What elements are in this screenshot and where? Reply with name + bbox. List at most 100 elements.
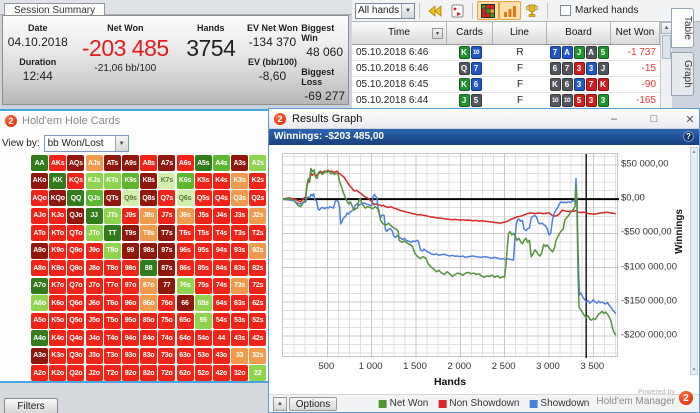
hole-card-64s[interactable]: 64s <box>212 295 230 311</box>
hole-card-74o[interactable]: 74o <box>158 330 176 346</box>
legend-item-showdown[interactable]: Showdown <box>529 398 589 409</box>
hole-card-62o[interactable]: 62o <box>176 365 194 381</box>
minimize-button[interactable]: – <box>610 113 618 125</box>
hole-card-86s[interactable]: 86s <box>176 260 194 276</box>
hole-card-A3o[interactable]: A3o <box>31 347 48 364</box>
hole-card-65o[interactable]: 65o <box>176 312 194 329</box>
hole-card-Q3o[interactable]: Q3o <box>67 347 85 364</box>
hole-card-98s[interactable]: 98s <box>140 242 158 259</box>
hole-card-J4s[interactable]: J4s <box>212 207 230 224</box>
hole-card-T5o[interactable]: T5o <box>103 312 121 329</box>
hole-card-72o[interactable]: 72o <box>158 365 176 381</box>
hole-card-63o[interactable]: 63o <box>176 347 194 364</box>
hole-card-AJo[interactable]: AJo <box>31 207 48 224</box>
hole-card-Q2o[interactable]: Q2o <box>67 365 85 381</box>
hole-card-KJs[interactable]: KJs <box>85 172 103 189</box>
hole-card-AQo[interactable]: AQo <box>31 190 48 206</box>
hole-card-KTo[interactable]: KTo <box>49 225 67 241</box>
hole-card-97s[interactable]: 97s <box>158 242 176 259</box>
hole-card-TT[interactable]: TT <box>103 225 121 241</box>
hole-card-Q5s[interactable]: Q5s <box>194 190 212 206</box>
hole-card-A5o[interactable]: A5o <box>31 312 48 329</box>
hand-filter-select[interactable]: All hands ▼ <box>355 2 415 19</box>
hole-card-J9o[interactable]: J9o <box>85 242 103 259</box>
hole-card-A9o[interactable]: A9o <box>31 242 48 259</box>
hole-card-K7s[interactable]: K7s <box>158 172 176 189</box>
hole-card-85s[interactable]: 85s <box>194 260 212 276</box>
hole-card-QJo[interactable]: QJo <box>67 207 85 224</box>
hole-card-K4s[interactable]: K4s <box>212 172 230 189</box>
hole-card-ATo[interactable]: ATo <box>31 225 48 241</box>
hole-card-J7s[interactable]: J7s <box>158 207 176 224</box>
hole-card-QTo[interactable]: QTo <box>67 225 85 241</box>
hole-card-J5o[interactable]: J5o <box>85 312 103 329</box>
hole-card-T4o[interactable]: T4o <box>103 330 121 346</box>
hole-card-AA[interactable]: AA <box>31 155 48 171</box>
hole-card-Q9s[interactable]: Q9s <box>121 190 139 206</box>
hole-card-A7o[interactable]: A7o <box>31 277 48 294</box>
hole-card-92o[interactable]: 92o <box>121 365 139 381</box>
hole-card-Q7o[interactable]: Q7o <box>67 277 85 294</box>
replay-hand-button[interactable] <box>446 1 468 20</box>
hole-card-43o[interactable]: 43o <box>212 347 230 364</box>
chevron-down-icon[interactable]: ▼ <box>401 3 414 18</box>
hole-card-Q8s[interactable]: Q8s <box>140 190 158 206</box>
hole-card-T8o[interactable]: T8o <box>103 260 121 276</box>
hole-card-ATs[interactable]: ATs <box>103 155 121 171</box>
hole-card-73o[interactable]: 73o <box>158 347 176 364</box>
hole-card-K5s[interactable]: K5s <box>194 172 212 189</box>
close-button[interactable]: ✕ <box>685 113 695 126</box>
hole-card-96s[interactable]: 96s <box>176 242 194 259</box>
hole-card-K2o[interactable]: K2o <box>49 365 67 381</box>
table-scrollbar[interactable]: ▲ <box>660 22 672 108</box>
hole-card-Q5o[interactable]: Q5o <box>67 312 85 329</box>
hole-card-86o[interactable]: 86o <box>140 295 158 311</box>
hole-card-AQs[interactable]: AQs <box>67 155 85 171</box>
hole-card-T9s[interactable]: T9s <box>121 225 139 241</box>
hole-card-32s[interactable]: 32s <box>249 347 267 364</box>
col-header-cards[interactable]: Cards <box>447 22 493 44</box>
hole-card-Q6s[interactable]: Q6s <box>176 190 194 206</box>
hole-card-65s[interactable]: 65s <box>194 295 212 311</box>
hole-card-87o[interactable]: 87o <box>140 277 158 294</box>
hole-card-88[interactable]: 88 <box>140 260 158 276</box>
hole-card-64o[interactable]: 64o <box>176 330 194 346</box>
hole-card-J3o[interactable]: J3o <box>85 347 103 364</box>
hole-card-75s[interactable]: 75s <box>194 277 212 294</box>
hole-card-J7o[interactable]: J7o <box>85 277 103 294</box>
hole-card-J8s[interactable]: J8s <box>140 207 158 224</box>
hole-card-T6o[interactable]: T6o <box>103 295 121 311</box>
hole-card-K7o[interactable]: K7o <box>49 277 67 294</box>
hole-card-T3s[interactable]: T3s <box>231 225 249 241</box>
hole-card-T7o[interactable]: T7o <box>103 277 121 294</box>
hole-card-93s[interactable]: 93s <box>231 242 249 259</box>
hole-card-J3s[interactable]: J3s <box>231 207 249 224</box>
hole-card-Q3s[interactable]: Q3s <box>231 190 249 206</box>
hole-card-A5s[interactable]: A5s <box>194 155 212 171</box>
hole-card-T4s[interactable]: T4s <box>212 225 230 241</box>
hole-card-K6s[interactable]: K6s <box>176 172 194 189</box>
scrollbar-thumb[interactable] <box>662 35 671 59</box>
help-icon[interactable]: ? <box>683 131 694 142</box>
hole-card-83o[interactable]: 83o <box>140 347 158 364</box>
hole-card-JTo[interactable]: JTo <box>85 225 103 241</box>
hole-card-K8s[interactable]: K8s <box>140 172 158 189</box>
hole-card-53o[interactable]: 53o <box>194 347 212 364</box>
collapse-options-icon[interactable]: ▲ <box>273 397 287 411</box>
graph-scrollbar[interactable]: ▲ ▼ <box>690 147 698 375</box>
hole-card-J6s[interactable]: J6s <box>176 207 194 224</box>
col-header-net-won[interactable]: Net Won <box>611 22 660 44</box>
hole-card-82o[interactable]: 82o <box>140 365 158 381</box>
hole-card-77[interactable]: 77 <box>158 277 176 294</box>
hole-card-QTs[interactable]: QTs <box>103 190 121 206</box>
table-row[interactable]: 05.10.2018 6:45 K 6 F K 6 3 7 K -90 <box>352 77 660 93</box>
hole-card-KQo[interactable]: KQo <box>49 190 67 206</box>
hole-card-QQ[interactable]: QQ <box>67 190 85 206</box>
hole-card-K8o[interactable]: K8o <box>49 260 67 276</box>
hole-card-52s[interactable]: 52s <box>249 312 267 329</box>
hole-card-KJo[interactable]: KJo <box>49 207 67 224</box>
hole-card-97o[interactable]: 97o <box>121 277 139 294</box>
hole-card-A6o[interactable]: A6o <box>31 295 48 311</box>
hole-card-JTs[interactable]: JTs <box>103 207 121 224</box>
hole-card-KTs[interactable]: KTs <box>103 172 121 189</box>
